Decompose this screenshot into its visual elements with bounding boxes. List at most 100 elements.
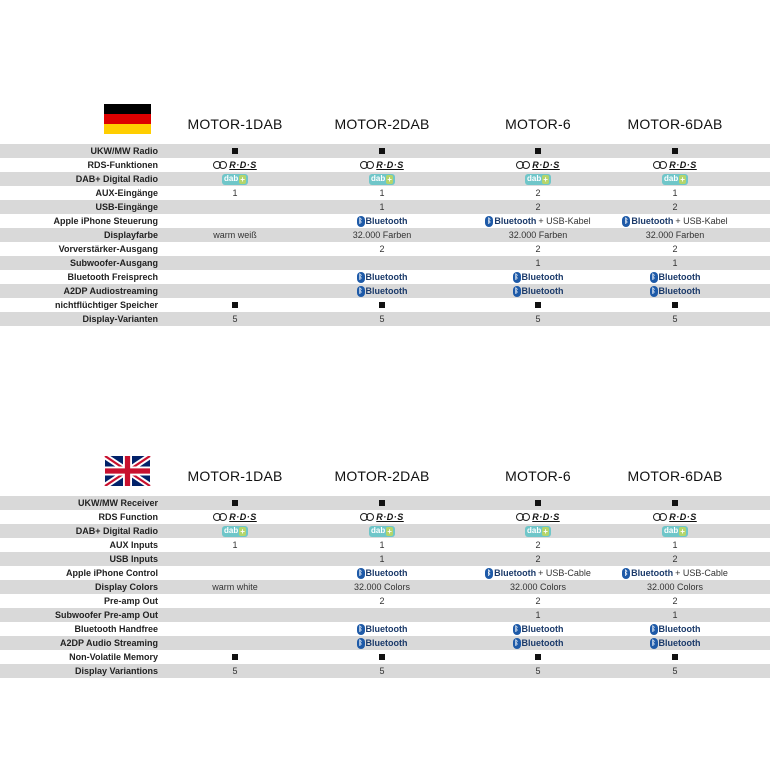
spec-cell: 2 — [468, 200, 608, 214]
spec-cell — [165, 200, 305, 214]
bluetooth-logo-text: Bluetooth — [521, 286, 564, 296]
spec-cell: 5 — [605, 664, 745, 678]
spec-cell: ᛒ Bluetooth — [605, 622, 745, 636]
dab-plus-text: + — [239, 526, 246, 536]
spec-cell: ᛒ Bluetooth — [605, 284, 745, 298]
square-bullet-icon — [379, 148, 385, 154]
spec-row: DAB+ Digital Radio dab + dab + dab + dab + — [0, 172, 770, 186]
spec-row: Displayfarbe warm weiß 32.000 Farben 32.000… — [0, 228, 770, 242]
bluetooth-rune-icon: ᛒ — [485, 567, 494, 579]
spec-cell: 1 — [605, 256, 745, 270]
row-label: Subwoofer-Ausgang — [70, 258, 158, 268]
spec-cell: 2 — [468, 186, 608, 200]
bluetooth-logo-text: Bluetooth — [631, 568, 674, 578]
spec-row: RDS Function R·D·S R·D·S R·D·S R·D·S — [0, 510, 770, 524]
rds-logo-text: R·D·S — [669, 160, 697, 170]
spec-cell — [605, 144, 745, 158]
dab-logo-text: dab — [527, 526, 542, 535]
cell-value: 1 — [232, 188, 238, 198]
rds-rings-icon — [360, 513, 375, 521]
spec-cell — [312, 496, 452, 510]
bluetooth-logo-icon: ᛒ Bluetooth — [649, 284, 701, 298]
row-label: USB-Eingänge — [95, 202, 158, 212]
row-label: Bluetooth Freisprech — [67, 272, 158, 282]
spec-cell — [165, 298, 305, 312]
spec-cell: R·D·S — [468, 158, 608, 172]
cell-value: 2 — [672, 596, 678, 606]
square-bullet-icon — [379, 654, 385, 660]
spec-cell: warm white — [165, 580, 305, 594]
spec-cell: ᛒ Bluetooth — [605, 270, 745, 284]
dab-logo-text: dab — [527, 174, 542, 183]
rds-logo-icon: R·D·S — [516, 158, 560, 172]
spec-row: DAB+ Digital Radio dab + dab + dab + dab + — [0, 524, 770, 538]
spec-cell — [165, 552, 305, 566]
spec-cell: warm weiß — [165, 228, 305, 242]
bluetooth-rune-icon: ᛒ — [649, 637, 658, 649]
cell-value: 1 — [672, 610, 678, 620]
spec-cell — [468, 496, 608, 510]
dab-plus-logo-icon: dab + — [369, 173, 395, 185]
spec-cell: 1 — [165, 538, 305, 552]
spec-rows: UKW/MW Radio RDS-Funktionen R·D·S R·D·S R·D·… — [0, 144, 770, 326]
row-label: Display-Varianten — [82, 314, 158, 324]
bluetooth-logo-icon: ᛒ Bluetooth — [512, 622, 564, 636]
dab-plus-text: + — [542, 174, 549, 184]
row-label: USB Inputs — [109, 554, 159, 564]
row-label: Bluetooth Handfree — [74, 624, 158, 634]
spec-cell: 32.000 Colors — [605, 580, 745, 594]
table-header: MOTOR-1DAB MOTOR-2DAB MOTOR-6 MOTOR-6DAB — [0, 456, 770, 496]
uk-flag-icon — [104, 456, 151, 486]
cell-value: 1 — [379, 540, 385, 550]
rds-rings-icon — [516, 513, 531, 521]
bluetooth-logo-text: Bluetooth — [365, 638, 408, 648]
bluetooth-logo-text: Bluetooth — [658, 286, 701, 296]
spec-cell: 5 — [605, 312, 745, 326]
bluetooth-rune-icon: ᛒ — [512, 637, 521, 649]
spec-cell — [468, 298, 608, 312]
spec-row: UKW/MW Radio — [0, 144, 770, 158]
cell-value: 2 — [535, 554, 541, 564]
model-column-heading: MOTOR-6DAB — [627, 116, 723, 132]
rds-rings-icon — [213, 513, 228, 521]
bluetooth-logo-text: Bluetooth — [631, 216, 674, 226]
cell-value: 2 — [379, 596, 385, 606]
spec-cell — [165, 214, 305, 228]
spec-cell: 1 — [312, 200, 452, 214]
spec-cell: R·D·S — [605, 510, 745, 524]
rds-logo-icon: R·D·S — [213, 510, 257, 524]
spec-row: Vorverstärker-Ausgang 2 2 2 — [0, 242, 770, 256]
square-bullet-icon — [379, 302, 385, 308]
spec-cell — [312, 144, 452, 158]
spec-cell: 32.000 Colors — [312, 580, 452, 594]
bluetooth-rune-icon: ᛒ — [512, 271, 521, 283]
spec-cell: R·D·S — [468, 510, 608, 524]
dab-plus-text: + — [679, 526, 686, 536]
spec-cell — [468, 650, 608, 664]
spec-row: Pre-amp Out 2 2 2 — [0, 594, 770, 608]
bluetooth-logo-icon: ᛒ Bluetooth — [356, 284, 408, 298]
cell-value: 2 — [535, 540, 541, 550]
square-bullet-icon — [535, 500, 541, 506]
bluetooth-logo-icon: ᛒ Bluetooth — [512, 284, 564, 298]
dab-logo-text: dab — [224, 174, 239, 183]
model-column-heading: MOTOR-6 — [505, 468, 571, 484]
spec-cell: R·D·S — [165, 510, 305, 524]
spec-cell — [165, 636, 305, 650]
cell-value: 32.000 Farben — [352, 230, 412, 240]
cell-extra-text: + USB-Cable — [675, 568, 728, 578]
bluetooth-logo-icon: ᛒ Bluetooth — [485, 566, 536, 580]
rds-logo-text: R·D·S — [376, 512, 404, 522]
dab-plus-text: + — [239, 174, 246, 184]
bluetooth-rune-icon: ᛒ — [649, 271, 658, 283]
spec-cell: ᛒ Bluetooth — [312, 566, 452, 580]
row-label: DAB+ Digital Radio — [75, 526, 158, 536]
spec-cell: 2 — [605, 242, 745, 256]
cell-value: 1 — [535, 610, 541, 620]
rds-logo-text: R·D·S — [669, 512, 697, 522]
dab-logo-text: dab — [224, 526, 239, 535]
cell-value: 5 — [232, 314, 238, 324]
rds-logo-icon: R·D·S — [360, 158, 404, 172]
spec-cell: ᛒ Bluetooth + USB-Kabel — [468, 214, 608, 228]
spec-row: nichtflüchtiger Speicher — [0, 298, 770, 312]
